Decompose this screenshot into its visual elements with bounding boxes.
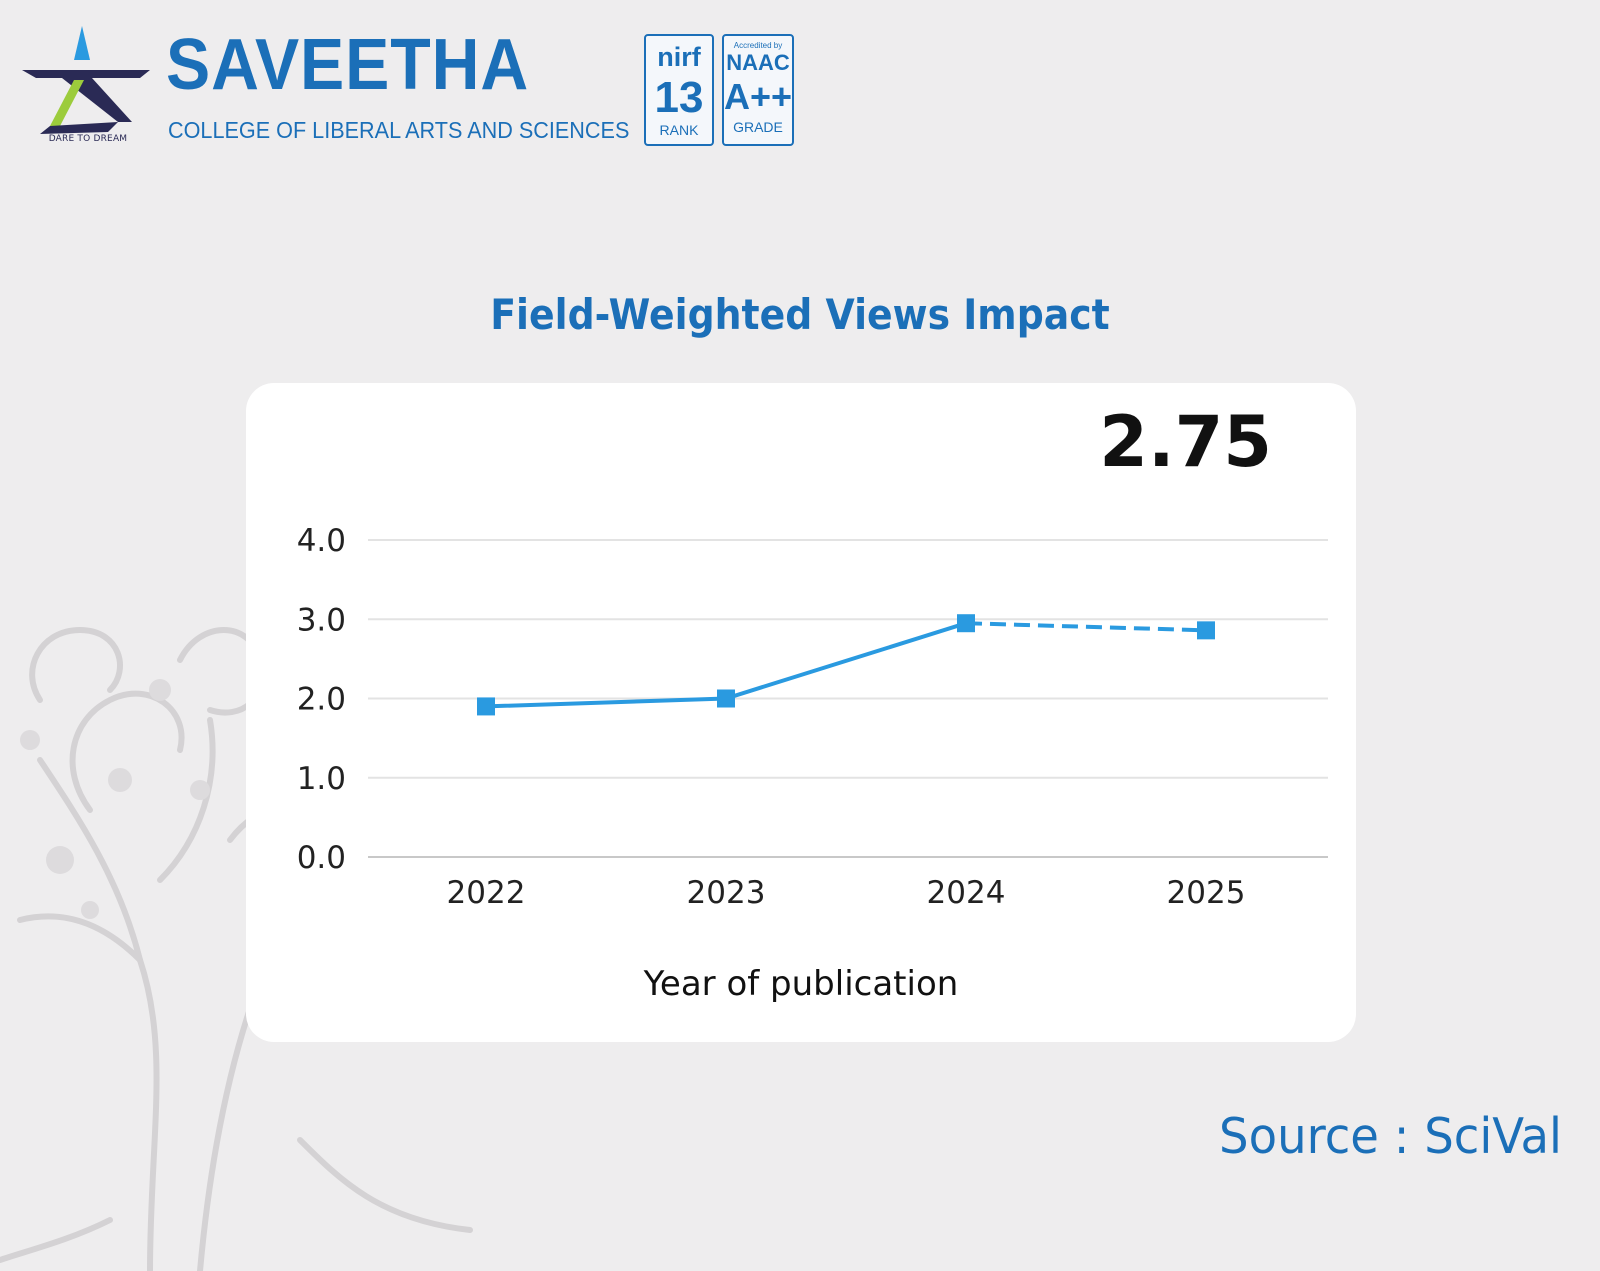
brand-name: SAVEETHA: [166, 25, 530, 105]
naac-grade-caption: GRADE: [733, 119, 783, 135]
data-point: [717, 689, 735, 708]
naac-grade-value: A++: [724, 76, 793, 117]
headline-value: 2.75: [1099, 401, 1272, 483]
nirf-rank-number: 13: [654, 73, 704, 122]
data-point: [477, 697, 495, 716]
x-tick-label: 2022: [447, 875, 526, 911]
y-tick-label: 4.0: [297, 523, 346, 559]
college-logo-icon: [22, 26, 150, 134]
tree-background-illustration: [0, 626, 473, 1271]
x-tick-label: 2024: [927, 875, 1006, 911]
data-point: [1197, 621, 1215, 640]
x-tick-label: 2023: [687, 875, 766, 911]
y-tick-label: 2.0: [297, 682, 346, 718]
x-axis-title: Year of publication: [643, 964, 959, 1004]
data-point: [957, 614, 975, 633]
source-credit: Source : SciVal: [1219, 1108, 1562, 1165]
naac-name: NAAC: [726, 50, 790, 75]
nirf-rank-badge: nirf 13 RANK: [644, 34, 714, 146]
nirf-rank-caption: RANK: [659, 122, 699, 138]
line-chart: 0.0 1.0 2.0 3.0 4.0 2022 2023 2024 2025 Year of p…: [297, 523, 1328, 1004]
naac-grade-badge: Accredited by NAAC A++ GRADE: [722, 34, 794, 146]
y-tick-label: 0.0: [297, 840, 346, 876]
chart-title: Field-Weighted Views Impact: [490, 290, 1110, 339]
naac-accredited-text: Accredited by: [733, 41, 783, 50]
series-line-projected: [965, 621, 1207, 633]
chart-card: 2.75 0.0 1.0 2.0 3.0 4.0 2022 2023 2024 2025 Year…: [246, 383, 1356, 1042]
y-tick-label: 3.0: [297, 602, 346, 638]
x-tick-label: 2025: [1167, 875, 1246, 911]
y-tick-label: 1.0: [297, 761, 346, 797]
brand-tagline: DARE TO DREAM: [48, 134, 128, 144]
brand-subtitle: COLLEGE OF LIBERAL ARTS AND SCIENCES: [168, 117, 630, 143]
nirf-logo-text: nirf: [657, 42, 701, 72]
